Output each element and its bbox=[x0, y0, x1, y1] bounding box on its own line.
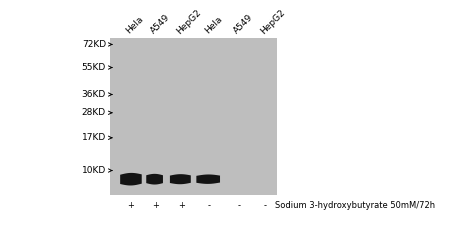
Text: 55KD: 55KD bbox=[82, 63, 106, 72]
Polygon shape bbox=[120, 173, 142, 186]
Text: -: - bbox=[238, 201, 240, 210]
Text: +: + bbox=[128, 201, 134, 210]
Polygon shape bbox=[170, 174, 191, 184]
Text: 10KD: 10KD bbox=[82, 166, 106, 175]
Text: A549: A549 bbox=[233, 13, 255, 36]
Text: HepG2: HepG2 bbox=[175, 8, 203, 36]
Text: 17KD: 17KD bbox=[82, 133, 106, 142]
Text: 36KD: 36KD bbox=[82, 90, 106, 99]
Text: -: - bbox=[208, 201, 211, 210]
Text: +: + bbox=[152, 201, 159, 210]
Text: Hela: Hela bbox=[203, 15, 224, 36]
Text: 28KD: 28KD bbox=[82, 108, 106, 117]
Bar bbox=[110, 38, 277, 194]
Text: Hela: Hela bbox=[124, 15, 145, 36]
Text: -: - bbox=[264, 201, 266, 210]
Text: HepG2: HepG2 bbox=[259, 8, 286, 36]
Text: 72KD: 72KD bbox=[82, 40, 106, 49]
Polygon shape bbox=[196, 174, 220, 184]
Text: A549: A549 bbox=[149, 13, 172, 36]
Polygon shape bbox=[146, 174, 163, 184]
Text: +: + bbox=[178, 201, 185, 210]
Text: Sodium 3-hydroxybutyrate 50mM/72h: Sodium 3-hydroxybutyrate 50mM/72h bbox=[275, 201, 436, 210]
